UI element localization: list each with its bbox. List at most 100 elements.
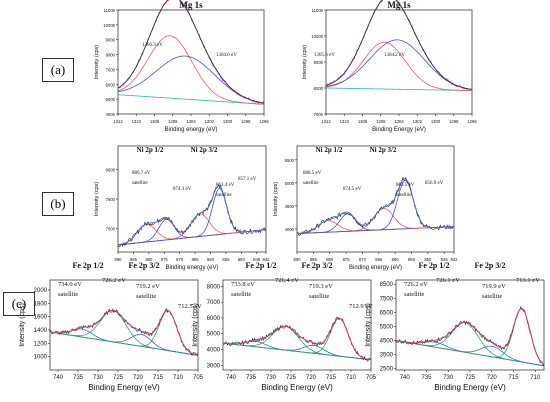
chart-title: Fe 2p 1/2 xyxy=(418,261,449,270)
chart-title: Fe 2p 1/2 xyxy=(72,261,103,270)
x-tick-label: 710 xyxy=(173,375,184,381)
x-tick-label: 710 xyxy=(530,375,541,381)
chart-title: Ni 2p 1/2 xyxy=(137,146,164,154)
y-tick-label: 8500 xyxy=(380,282,394,288)
y-tick-label: 7000 xyxy=(106,226,116,231)
x-tick-label: 740 xyxy=(226,375,237,381)
x-tick-label: 730 xyxy=(443,375,454,381)
chart-title: Ni 2p 1/2 xyxy=(316,146,343,154)
x-axis-label: Binding Energy (eV) xyxy=(88,383,160,392)
x-tick-label: 1306 xyxy=(168,119,178,124)
x-tick-label: 715 xyxy=(153,375,164,381)
x-tick-label: 735 xyxy=(421,375,432,381)
fit-envelope-line xyxy=(117,0,265,104)
chart-title: Ni 2p 3/2 xyxy=(191,146,218,154)
x-axis-label: Binding Energy (eV) xyxy=(434,383,506,392)
peak-annotation: 863.4 eV xyxy=(216,183,235,188)
y-tick-label: 2000 xyxy=(34,288,48,294)
peak-annotation: 713.1 eV xyxy=(516,277,540,284)
peak-annotation: 726.2 eV xyxy=(102,277,126,284)
xps-chart-4: 890 885 880 875 870 865 860 855 850 845 842 4000 450… xyxy=(273,145,458,271)
y-tick-label: 2500 xyxy=(380,367,394,373)
y-tick-label: 8000 xyxy=(106,168,116,173)
peak-annotation: 719.3 eV xyxy=(309,283,333,290)
y-tick-label: 7000 xyxy=(207,300,221,306)
chart-title: Fe 2p 3/2 xyxy=(301,261,332,270)
x-tick-label: 740 xyxy=(53,375,64,381)
y-tick-label: 8000 xyxy=(106,53,116,58)
x-tick-label: 845 xyxy=(441,257,449,262)
y-tick-label: 7500 xyxy=(106,197,116,202)
fit-envelope-line xyxy=(49,309,199,356)
x-axis-label: Binding energy (eV) xyxy=(349,265,402,271)
y-axis-label: Intensity (cps) xyxy=(94,45,100,79)
chart-title: Mg 1s xyxy=(179,0,203,10)
y-tick-label: 5000 xyxy=(207,332,221,338)
peak-annotation: 719.9 eV xyxy=(482,283,506,290)
y-tick-label: 3500 xyxy=(380,353,394,359)
chart-title: Fe 2p 3/2 xyxy=(474,261,505,270)
x-tick-label: 1308 xyxy=(358,119,368,124)
peak-annotation: 856.9 eV xyxy=(425,181,444,186)
x-tick-label: 1306 xyxy=(376,119,386,124)
x-tick-label: 845 xyxy=(253,257,261,262)
xps-chart-3: 890 885 880 875 870 865 860 855 850 845 842 7000 750… xyxy=(94,145,271,271)
component-peak-line xyxy=(296,180,455,234)
x-tick-label: 720 xyxy=(306,375,317,381)
x-tick-label: 885 xyxy=(310,257,318,262)
component-peak-line xyxy=(117,35,265,105)
y-tick-label: 4500 xyxy=(380,338,394,344)
x-tick-label: 1302 xyxy=(413,119,423,124)
y-tick-label: 4000 xyxy=(285,227,295,232)
plot-frame xyxy=(117,145,267,253)
chart-title: Ni 2p 3/2 xyxy=(370,146,397,154)
peak-annotation: satellite xyxy=(231,291,251,298)
x-axis-label: Binding energy (eV) xyxy=(164,127,217,133)
y-axis-label: Intensity (cps) xyxy=(302,45,308,79)
x-tick-label: 890 xyxy=(115,257,123,262)
y-tick-label: 11000 xyxy=(104,8,116,13)
y-tick-label: 7500 xyxy=(380,296,394,302)
plot-frame xyxy=(49,279,199,371)
x-tick-label: 1312 xyxy=(321,119,331,124)
plot-frame xyxy=(296,145,455,253)
y-tick-label: 11000 xyxy=(312,8,324,13)
y-axis-label: Intensity (cps) xyxy=(94,182,100,216)
y-axis-label: Intensity (cps) xyxy=(19,303,26,347)
component-peak-line xyxy=(325,41,473,91)
y-tick-label: 5000 xyxy=(285,181,295,186)
peak-annotation: 880.7 eV xyxy=(132,171,151,176)
panel-label-b: (b) xyxy=(42,192,74,216)
peak-annotation: 726.2 eV xyxy=(404,281,428,288)
y-tick-label: 1400 xyxy=(34,328,48,334)
x-tick-label: 1296 xyxy=(259,119,269,124)
component-peak-line xyxy=(395,308,545,365)
x-tick-label: 865 xyxy=(192,257,200,262)
chart-title: Mg 1s xyxy=(387,0,411,10)
x-tick-label: 1296 xyxy=(467,119,477,124)
peak-annotation: satellite xyxy=(303,181,319,186)
y-tick-label: 1800 xyxy=(34,301,48,307)
x-tick-label: 1304 xyxy=(394,119,404,124)
fit-envelope-line xyxy=(222,317,372,361)
x-tick-label: 842 xyxy=(263,257,271,262)
x-tick-label: 860 xyxy=(392,257,400,262)
peak-annotation: 733.8 eV xyxy=(231,281,255,288)
y-tick-label: 5000 xyxy=(106,97,116,102)
y-tick-label: 4000 xyxy=(106,112,116,117)
peak-annotation: 712.5 eV xyxy=(178,303,202,310)
x-tick-label: 705 xyxy=(366,375,377,381)
x-tick-label: 725 xyxy=(465,375,476,381)
component-peak-line xyxy=(222,326,372,361)
x-tick-label: 1308 xyxy=(150,119,160,124)
xps-chart-6: 740 735 730 725 720 715 710 7053000400050006000… xyxy=(192,261,377,392)
peak-annotation: 1305.6 eV xyxy=(314,53,335,58)
x-axis-label: Binding Energy (eV) xyxy=(261,383,333,392)
x-tick-label: 1312 xyxy=(113,119,123,124)
peak-annotation: satellite xyxy=(216,193,232,198)
x-tick-label: 875 xyxy=(343,257,351,262)
x-tick-label: 850 xyxy=(238,257,246,262)
x-tick-label: 875 xyxy=(161,257,169,262)
y-tick-label: 6000 xyxy=(207,316,221,322)
x-tick-label: 1310 xyxy=(132,119,142,124)
